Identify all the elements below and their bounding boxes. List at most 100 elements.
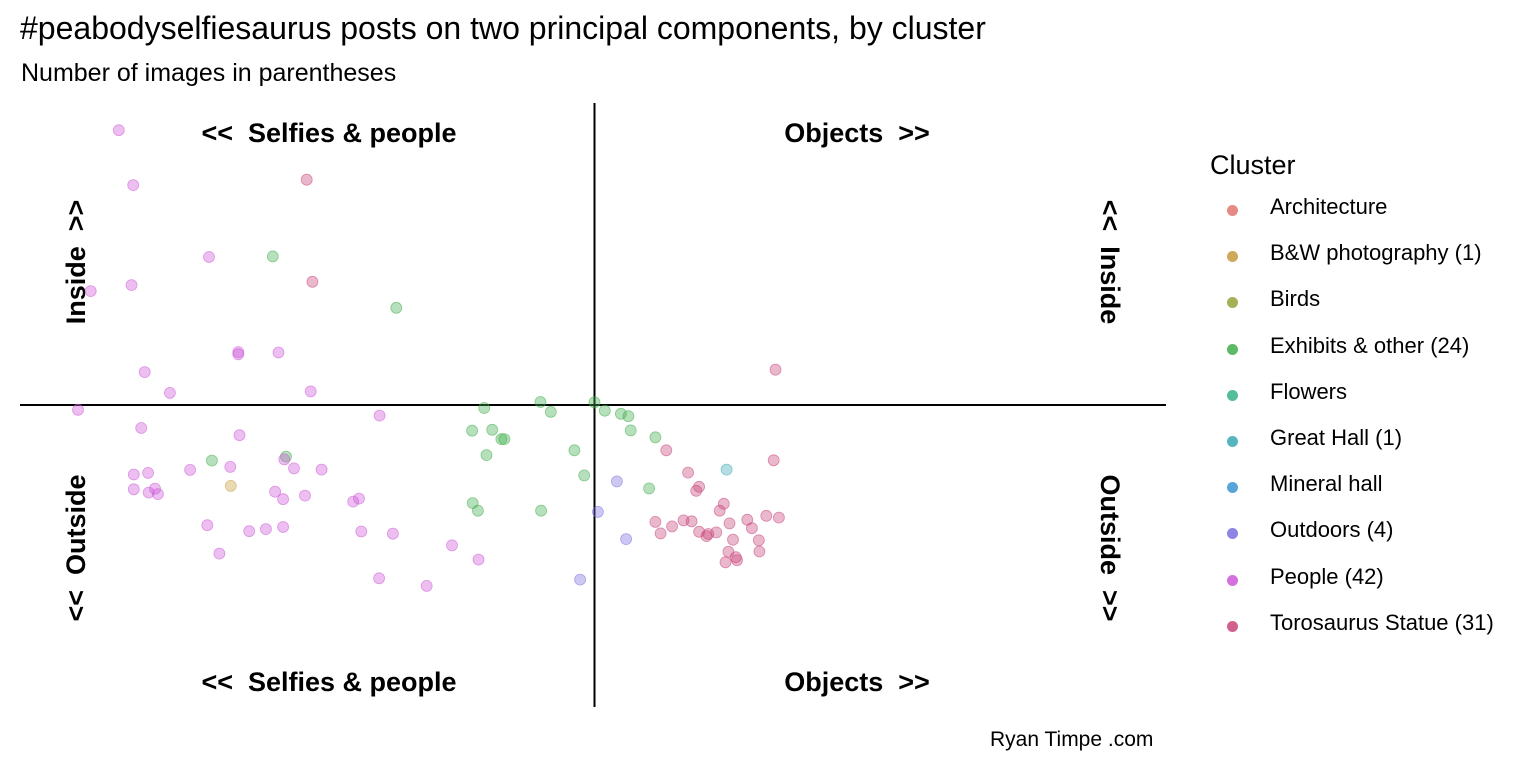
legend-label: Flowers xyxy=(1270,378,1348,404)
data-point xyxy=(654,527,667,540)
data-point xyxy=(277,493,290,506)
data-point xyxy=(205,454,218,467)
side-label-right-top: << Inside xyxy=(1095,200,1125,325)
legend-item: Great Hall (1) xyxy=(1210,425,1402,474)
legend: Cluster Architecture B&W photography (1) B… xyxy=(1210,150,1494,659)
data-point xyxy=(710,526,723,539)
data-point xyxy=(498,433,511,446)
data-point xyxy=(299,489,311,502)
data-point xyxy=(446,539,458,552)
legend-label: Architecture xyxy=(1270,194,1388,219)
chart-subtitle: Number of images in parentheses xyxy=(21,59,397,87)
data-points xyxy=(72,124,785,592)
legend-title: Cluster xyxy=(1210,150,1296,180)
legend-swatch xyxy=(1227,251,1238,263)
data-point xyxy=(769,363,782,376)
legend-label: Birds xyxy=(1270,286,1321,312)
legend-label: B&W photography (1) xyxy=(1270,240,1482,266)
data-point xyxy=(723,517,736,530)
data-point xyxy=(138,366,151,379)
data-point xyxy=(277,521,290,533)
data-point xyxy=(480,449,493,462)
data-point xyxy=(142,486,155,499)
data-point xyxy=(472,553,485,566)
data-point xyxy=(693,525,705,538)
legend-swatch xyxy=(1227,482,1238,494)
data-point xyxy=(163,386,176,399)
data-point xyxy=(535,504,547,517)
legend-label: People (42) xyxy=(1270,563,1384,589)
data-point xyxy=(272,346,285,359)
data-point xyxy=(713,504,726,517)
data-point xyxy=(127,468,140,481)
caption: Ryan Timpe .com xyxy=(990,728,1154,751)
legend-label: Torosaurus Statue (31) xyxy=(1270,609,1494,635)
data-point xyxy=(420,580,433,592)
data-point xyxy=(213,547,226,560)
data-point xyxy=(373,572,386,585)
legend-item: B&W photography (1) xyxy=(1210,240,1482,289)
data-point xyxy=(620,533,632,545)
data-point xyxy=(127,483,140,496)
data-point xyxy=(269,485,282,498)
data-point xyxy=(574,573,586,586)
data-point xyxy=(259,523,272,535)
data-point xyxy=(568,444,581,457)
legend-swatch xyxy=(1227,574,1238,586)
data-point xyxy=(643,482,655,495)
legend-item: Flowers xyxy=(1210,379,1347,428)
data-point xyxy=(125,279,138,292)
data-point xyxy=(471,504,484,517)
data-point xyxy=(649,516,662,528)
data-point xyxy=(615,407,627,420)
data-point xyxy=(224,479,237,492)
data-point xyxy=(622,410,635,423)
legend-swatch xyxy=(1227,435,1238,447)
data-point xyxy=(660,444,673,457)
data-point xyxy=(355,525,368,538)
legend-label: Exhibits & other (24) xyxy=(1270,332,1470,358)
data-point xyxy=(578,469,591,482)
data-point xyxy=(588,396,601,409)
data-point xyxy=(184,463,197,476)
data-point xyxy=(690,484,703,497)
data-point xyxy=(233,429,246,442)
quadrant-label-bottom-right: Objects >> xyxy=(784,667,930,697)
data-point xyxy=(151,488,164,501)
data-point xyxy=(534,396,547,408)
data-point xyxy=(266,250,279,263)
data-point xyxy=(666,520,678,533)
data-point xyxy=(72,403,84,416)
data-point xyxy=(232,346,245,359)
data-point xyxy=(611,475,623,488)
data-point xyxy=(201,519,214,532)
legend-label: Mineral hall xyxy=(1270,471,1383,497)
legend-swatch xyxy=(1227,620,1238,632)
legend-items: Architecture B&W photography (1) Birds Exhi… xyxy=(1210,194,1494,659)
side-label-left-bottom: << Outside xyxy=(61,474,91,621)
data-point xyxy=(135,422,148,434)
data-point xyxy=(682,466,694,479)
data-point xyxy=(127,179,140,192)
legend-swatch xyxy=(1227,343,1238,355)
data-point xyxy=(720,463,733,476)
legend-swatch xyxy=(1227,528,1238,540)
legend-item: Architecture xyxy=(1210,194,1387,243)
data-point xyxy=(478,402,491,414)
data-point xyxy=(624,424,637,437)
data-point xyxy=(717,497,730,510)
legend-label: Outdoors (4) xyxy=(1270,517,1394,543)
data-point xyxy=(719,556,732,569)
data-point xyxy=(592,505,604,518)
data-point xyxy=(203,251,215,263)
legend-swatch xyxy=(1227,205,1238,216)
data-point xyxy=(486,423,499,436)
data-point xyxy=(390,301,403,314)
data-point xyxy=(112,124,125,137)
legend-swatch xyxy=(1227,297,1238,309)
data-point xyxy=(353,492,365,505)
quadrant-label-bottom-left: << Selfies & people xyxy=(201,667,456,697)
data-point xyxy=(746,522,758,535)
data-point xyxy=(304,385,317,398)
data-point xyxy=(752,534,765,547)
